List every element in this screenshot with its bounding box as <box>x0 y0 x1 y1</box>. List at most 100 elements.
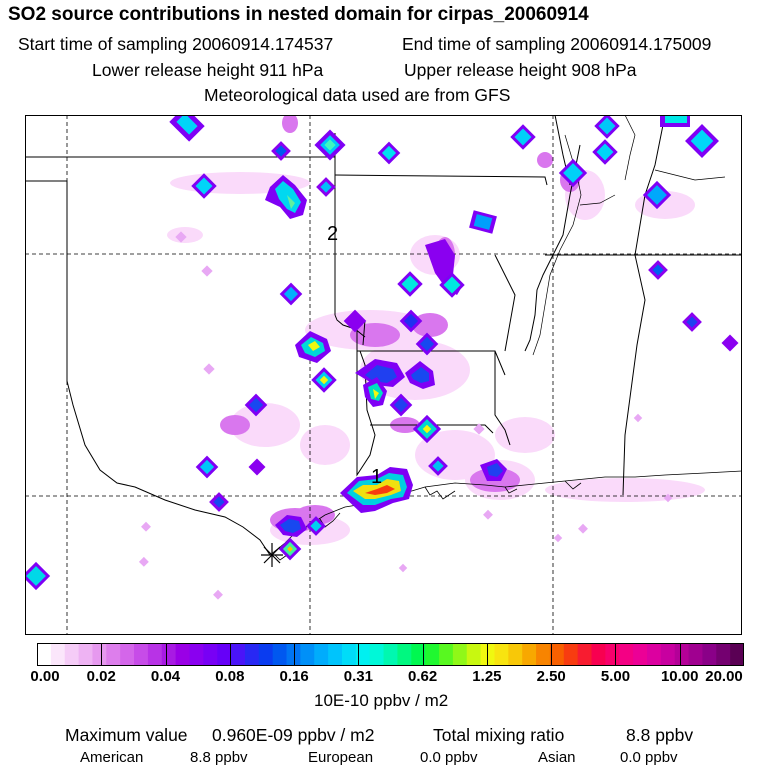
contribution-map: 1 2 <box>25 115 742 635</box>
colorbar-cell <box>730 643 744 666</box>
total-mixing-label: Total mixing ratio <box>433 725 565 745</box>
colorbar-cell <box>120 643 135 666</box>
max-value: 0.960E-09 ppbv / m2 <box>212 725 375 745</box>
lower-height-label: Lower release height 911 hPa <box>92 60 324 80</box>
colorbar-tick-label: 0.08 <box>215 668 245 685</box>
colorbar-cell <box>674 643 690 666</box>
spot-t <box>648 260 668 280</box>
spot-v <box>721 334 739 352</box>
colorbar-cell <box>439 643 454 666</box>
colorbar-cell <box>203 643 218 666</box>
colorbar-cell <box>106 643 121 666</box>
spot-f <box>594 115 620 139</box>
spot-l <box>265 175 307 219</box>
colorbar-cell <box>328 643 343 666</box>
spot-j <box>558 158 588 188</box>
colorbar-cell <box>466 643 482 666</box>
colorbar-cell <box>591 643 606 666</box>
colorbar-tick-label: 2.50 <box>536 668 566 685</box>
spot-aj <box>428 456 448 476</box>
colorbar-cell <box>549 643 565 666</box>
colorbar-tick-label: 10.00 <box>660 668 699 685</box>
colorbar-cell <box>189 643 204 666</box>
spot-ad <box>363 377 387 407</box>
spot-al <box>209 492 229 512</box>
colorbar-cell <box>78 643 94 666</box>
spot-n <box>642 180 672 210</box>
gridlines <box>25 115 742 635</box>
spot-ac <box>311 367 337 393</box>
spot-ag <box>412 414 442 444</box>
colorbar-tick-label: 0.31 <box>343 668 373 685</box>
plot-title: SO2 source contributions in nested domai… <box>8 4 589 25</box>
spot-m <box>316 177 336 197</box>
spot-ap <box>25 561 51 591</box>
colorbar-cell <box>452 643 468 666</box>
colorbar-units: 10E-10 ppbv / m2 <box>314 691 449 710</box>
colorbar-cell <box>50 643 66 666</box>
colorbar-cell <box>508 643 523 666</box>
colorbar-cell <box>397 643 412 666</box>
colorbar-tick-label: 5.00 <box>600 668 631 685</box>
spot-aa <box>355 359 405 387</box>
spot-source-1 <box>340 467 413 513</box>
spot-r <box>439 272 465 298</box>
colorbar-cell <box>619 643 634 666</box>
marker-1: 1 <box>371 466 382 488</box>
american-label: American <box>80 749 144 766</box>
marker-2: 2 <box>327 223 338 245</box>
receptor-star-icon <box>261 543 283 567</box>
colorbar-cell <box>605 643 620 666</box>
colorbar-cell <box>217 643 232 666</box>
asian-value: 0.0 ppbv <box>620 749 678 766</box>
european-value: 0.0 ppbv <box>420 749 478 766</box>
colorbar <box>37 643 744 666</box>
end-time-label: End time of sampling 20060914.175009 <box>402 34 712 54</box>
spot-i <box>592 139 618 165</box>
colorbar-cell <box>161 643 177 666</box>
spot-q <box>397 271 423 297</box>
colorbar-cell <box>577 643 593 666</box>
american-value: 8.8 ppbv <box>190 749 248 766</box>
colorbar-cell <box>355 643 371 666</box>
start-time-label: Start time of sampling 20060914.174537 <box>18 34 334 54</box>
colorbar-cell <box>494 643 509 666</box>
spot-b <box>314 129 346 161</box>
met-data-label: Meteorological data used are from GFS <box>204 85 511 105</box>
colorbar-cell <box>231 643 246 666</box>
colorbar-cell <box>314 643 329 666</box>
colorbar-tick-label: 0.04 <box>150 668 181 685</box>
colorbar-cell <box>633 643 648 666</box>
colorbar-cell <box>341 643 357 666</box>
spot-am <box>275 515 307 537</box>
colorbar-tick-label: 1.25 <box>472 668 502 685</box>
colorbar-tick-label: 0.00 <box>30 668 60 685</box>
spot-ab <box>405 361 435 389</box>
spot-ak <box>480 459 507 481</box>
european-label: European <box>308 749 374 766</box>
colorbar-cell <box>522 643 537 666</box>
hotspots <box>25 115 739 591</box>
colorbar-cell <box>147 643 163 666</box>
colorbar-cell <box>716 643 731 666</box>
colorbar-cell <box>563 643 579 666</box>
spot-z <box>295 331 331 363</box>
colorbar-cell <box>300 643 315 666</box>
colorbar-cell <box>425 643 440 666</box>
colorbar-tick-label: 0.16 <box>279 668 309 685</box>
colorbar-tick-label: 0.62 <box>408 668 438 685</box>
total-mixing-value: 8.8 ppbv <box>626 725 694 745</box>
colorbar-cell <box>175 643 191 666</box>
spot-ao <box>278 537 302 561</box>
spot-u <box>682 312 702 332</box>
spot-e <box>510 124 536 150</box>
colorbar-cell <box>134 643 149 666</box>
max-value-label: Maximum value <box>65 725 188 745</box>
spot-ai <box>248 458 266 476</box>
spot-o <box>469 210 497 234</box>
colorbar-cell <box>244 643 260 666</box>
state-borders <box>25 115 742 556</box>
colorbar-tick-label: 20.00 <box>705 668 743 685</box>
spot-ae <box>389 393 413 417</box>
colorbar-cell <box>646 643 662 666</box>
